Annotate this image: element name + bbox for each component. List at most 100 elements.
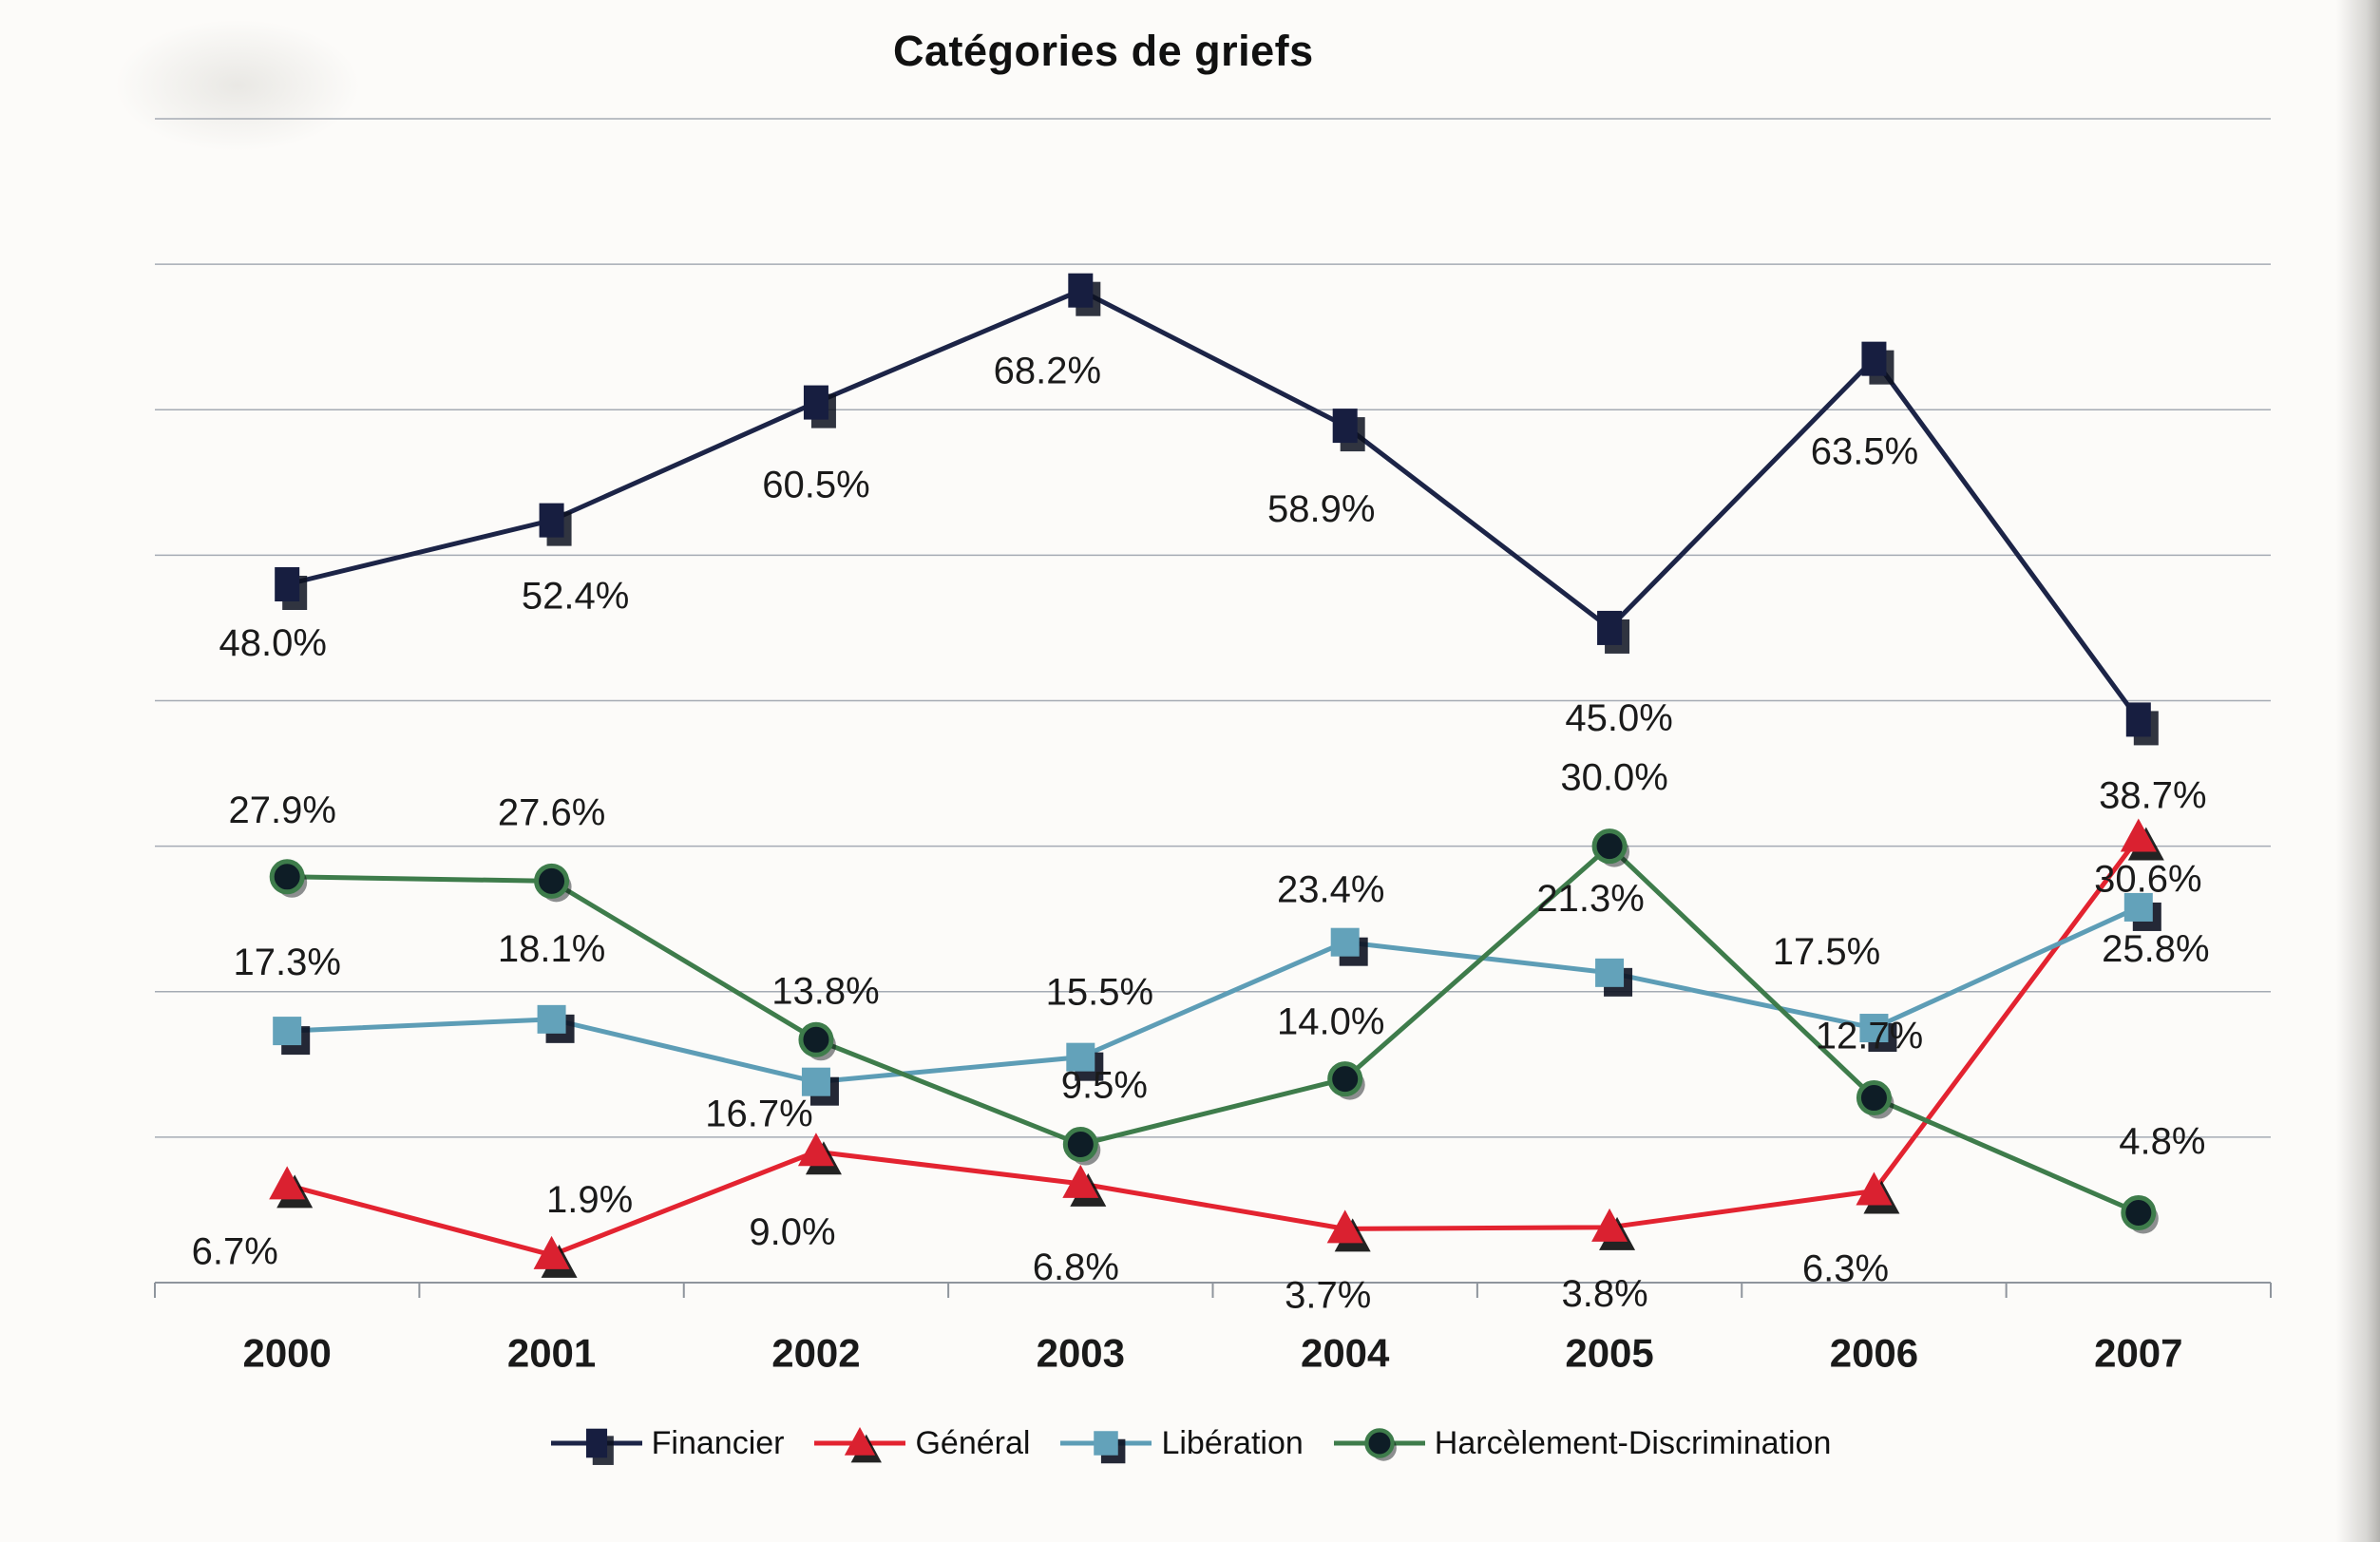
data-point-harc-lement-discrimination-2006 [1856, 1080, 1892, 1116]
legend-marker-g-n-ral [814, 1427, 906, 1463]
data-point-harc-lement-discrimination-2005 [1591, 828, 1628, 865]
data-point-financier-2007 [2125, 702, 2151, 737]
data-point-lib-ration-2006 [1859, 1014, 1889, 1043]
data-label-g-n-ral-2004: 3.7% [1285, 1274, 1371, 1316]
legend-item-lib-ration: Libération [1058, 1420, 1304, 1466]
x-axis [154, 1282, 2272, 1298]
data-label-harc-lement-discrimination-2000: 27.9% [228, 790, 335, 831]
legend-item-financier: Financier [549, 1420, 785, 1466]
data-point-harc-lement-discrimination-2002 [798, 1021, 834, 1057]
data-label-financier-2005: 45.0% [1565, 697, 1672, 739]
x-tick-label-2001: 2001 [507, 1331, 596, 1376]
legend-label-g-n-ral: Général [915, 1424, 1031, 1461]
data-point-harc-lement-discrimination-2000 [269, 859, 305, 895]
series-line-harc-lement-discrimination [287, 843, 2140, 1215]
data-point-financier-2001 [539, 503, 564, 538]
data-label-financier-2002: 60.5% [762, 465, 869, 506]
data-labels-g-n-ral: 6.7% 1.9% 9.0% 6.8% 3.7% 3.8% 6.3% 30.6% [192, 858, 2202, 1316]
data-point-financier-2003 [1068, 273, 1094, 308]
data-label-lib-ration-2003: 15.5% [1046, 972, 1153, 1014]
data-label-lib-ration-2007: 25.8% [2102, 928, 2209, 970]
series-markers-g-n-ral [269, 818, 2164, 1278]
data-label-g-n-ral-2001: 1.9% [546, 1179, 633, 1221]
x-tick-labels: 2000 2001 2002 2003 2004 2005 2006 2007 [242, 1331, 2182, 1376]
data-label-lib-ration-2002: 13.8% [771, 971, 879, 1013]
legend-item-g-n-ral: Général [812, 1420, 1030, 1466]
chart-title: Catégories de griefs [893, 27, 1314, 75]
legend-label-financier: Financier [651, 1424, 785, 1461]
x-tick-label-2002: 2002 [771, 1331, 860, 1376]
data-point-harc-lement-discrimination-2003 [1062, 1127, 1098, 1163]
data-label-lib-ration-2004: 23.4% [1277, 869, 1384, 911]
legend-label-harc-lement-discrimination: Harcèlement-Discrimination [1434, 1424, 1832, 1461]
data-point-g-n-ral-2002 [797, 1133, 834, 1167]
legend-symbol-lib-ration [1094, 1431, 1119, 1456]
data-label-lib-ration-2006: 17.5% [1773, 931, 1880, 973]
data-label-harc-lement-discrimination-2004: 14.0% [1277, 1001, 1384, 1043]
data-point-harc-lement-discrimination-2007 [2121, 1195, 2157, 1230]
data-label-harc-lement-discrimination-2006: 12.7% [1816, 1016, 1923, 1057]
data-point-financier-2002 [803, 385, 828, 420]
data-point-lib-ration-2001 [537, 1004, 566, 1034]
data-label-lib-ration-2005: 21.3% [1536, 878, 1644, 920]
data-label-financier-2007: 38.7% [2099, 774, 2206, 816]
chart-legend: Financier Général Libération Harcèlement-Di… [0, 1420, 2380, 1466]
data-point-g-n-ral-2006 [1856, 1171, 1893, 1206]
data-point-financier-2006 [1861, 341, 1887, 376]
series-lib-ration [287, 904, 2140, 1085]
data-label-financier-2006: 63.5% [1811, 431, 1918, 473]
data-label-lib-ration-2001: 18.1% [498, 928, 605, 970]
data-label-lib-ration-2000: 17.3% [233, 942, 340, 983]
x-tick-label-2005: 2005 [1565, 1331, 1653, 1376]
series-markers-financier [275, 273, 2159, 746]
data-label-g-n-ral-2006: 6.3% [1802, 1248, 1889, 1290]
data-labels-lib-ration: 17.3% 18.1% 13.8% 15.5% 23.4% 21.3% 17.5% 25.8% [233, 869, 2209, 1014]
data-point-g-n-ral-2005 [1591, 1208, 1628, 1242]
data-label-g-n-ral-2005: 3.8% [1561, 1273, 1647, 1315]
gridlines [155, 118, 2271, 1138]
data-label-g-n-ral-2007: 30.6% [2094, 858, 2201, 900]
data-label-financier-2004: 58.9% [1267, 488, 1375, 530]
legend-symbol-g-n-ral [845, 1427, 876, 1456]
x-tick-label-2006: 2006 [1830, 1331, 1918, 1376]
data-label-g-n-ral-2003: 6.8% [1033, 1247, 1119, 1288]
data-point-lib-ration-2003 [1066, 1042, 1095, 1072]
legend-label-lib-ration: Libération [1161, 1424, 1304, 1461]
data-point-harc-lement-discrimination-2004 [1327, 1061, 1363, 1097]
x-tick-label-2000: 2000 [242, 1331, 331, 1376]
data-label-harc-lement-discrimination-2007: 4.8% [2119, 1121, 2205, 1163]
data-point-lib-ration-2005 [1595, 958, 1625, 987]
data-label-financier-2003: 68.2% [994, 351, 1101, 392]
data-label-g-n-ral-2000: 6.7% [192, 1230, 278, 1272]
data-labels-financier: 48.0% 52.4% 60.5% 68.2% 58.9% 45.0% 63.5% 38.7% [219, 351, 2206, 817]
series-g-n-ral [286, 835, 2141, 1258]
data-point-g-n-ral-2001 [533, 1235, 570, 1269]
data-point-lib-ration-2000 [273, 1017, 302, 1046]
data-point-lib-ration-2007 [2123, 892, 2153, 922]
series-line-lib-ration [287, 904, 2140, 1085]
data-point-g-n-ral-2003 [1062, 1164, 1099, 1198]
x-tick-label-2007: 2007 [2094, 1331, 2182, 1376]
series-markers-harc-lement-discrimination [269, 828, 2159, 1234]
data-point-g-n-ral-2004 [1326, 1209, 1363, 1244]
legend-marker-financier [550, 1428, 642, 1465]
legend-symbol-harc-lement-discrimination [1364, 1428, 1395, 1458]
data-point-financier-2000 [275, 567, 300, 601]
data-label-harc-lement-discrimination-2001: 27.6% [498, 791, 605, 833]
data-labels-harc-lement-discrimination: 27.9% 27.6% 16.7% 9.5% 14.0% 30.0% 12.7% 4.8% [228, 757, 2205, 1163]
legend-item-harc-lement-discrimination: Harcèlement-Discrimination [1332, 1420, 1832, 1466]
series-harc-lement-discrimination [287, 843, 2140, 1215]
data-point-financier-2004 [1332, 409, 1358, 444]
legend-marker-harc-lement-discrimination [1333, 1428, 1425, 1461]
x-tick-label-2003: 2003 [1037, 1331, 1125, 1376]
x-tick-label-2004: 2004 [1301, 1331, 1390, 1376]
data-label-harc-lement-discrimination-2003: 9.5% [1061, 1065, 1148, 1107]
data-point-g-n-ral-2000 [269, 1166, 306, 1200]
data-label-harc-lement-discrimination-2005: 30.0% [1560, 757, 1667, 799]
data-label-harc-lement-discrimination-2002: 16.7% [705, 1093, 812, 1134]
legend-marker-lib-ration [1060, 1431, 1152, 1464]
data-point-g-n-ral-2007 [2120, 818, 2157, 852]
series-financier [286, 287, 2141, 721]
